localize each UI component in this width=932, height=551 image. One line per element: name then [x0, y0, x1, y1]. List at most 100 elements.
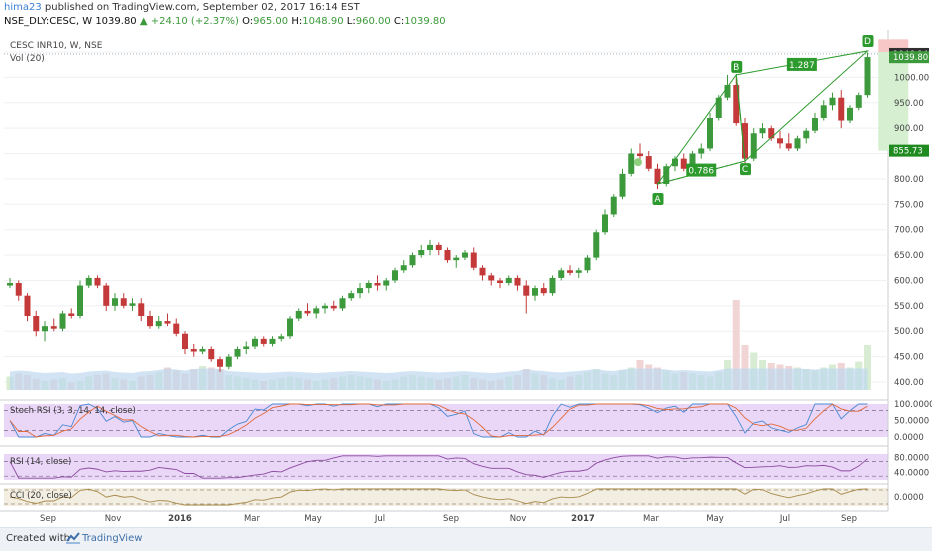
candle-body	[470, 252, 477, 268]
candle-body	[864, 57, 871, 96]
osc-tick-label: 0.0000	[894, 493, 924, 503]
price-tick-label: 750.00	[894, 200, 924, 210]
time-tick-label: Sep	[443, 514, 459, 524]
low-label: L:	[346, 16, 356, 27]
candle-body	[383, 280, 390, 286]
price-badge-label: 1039.80	[893, 53, 928, 63]
price-tick-label: 950.00	[894, 99, 924, 109]
price-tick-label: 550.00	[894, 302, 924, 312]
time-tick-label: Sep	[841, 514, 857, 524]
xabcd-pattern: A B C D 0.786 1.287	[634, 34, 874, 205]
candle-body	[680, 158, 687, 169]
volume-bar	[732, 300, 740, 390]
price-badge-bg	[889, 51, 929, 64]
low-value: 960.00	[355, 16, 391, 27]
candle-body	[497, 280, 503, 283]
target-box-green	[878, 52, 909, 151]
candle-body	[707, 118, 713, 149]
time-tick-label: Nov	[510, 514, 527, 524]
candle-body	[348, 293, 355, 299]
candle-body	[829, 97, 836, 106]
candle-body	[24, 295, 31, 316]
candle-body	[103, 285, 110, 306]
published-text: published on TradingView.com, September …	[41, 2, 360, 13]
rsi-line	[9, 455, 868, 479]
osc-tick-label: 40.0000	[894, 469, 929, 479]
cci-line	[9, 488, 868, 506]
tradingview-link[interactable]: TradingView	[82, 533, 143, 544]
price-badge-label: 855.73	[893, 147, 923, 157]
candle-body	[322, 305, 328, 309]
candle-body	[129, 303, 136, 306]
grid	[0, 30, 909, 512]
pattern-label-bg	[862, 34, 874, 47]
candle-body	[182, 333, 188, 349]
stoch-rsi-label: Stoch RSI (3, 3, 14, 14, close)	[10, 406, 136, 416]
candle-body	[15, 283, 22, 296]
candle-body	[724, 85, 731, 98]
candle-body	[610, 196, 617, 215]
candle-body	[59, 313, 66, 329]
candle-body	[112, 298, 118, 306]
ratio-label: 1.287	[789, 61, 815, 71]
price-tick-label: 500.00	[894, 327, 924, 337]
candle-body	[838, 97, 845, 121]
candle-body	[698, 148, 705, 154]
time-tick-label: May	[706, 514, 724, 524]
candle-body	[427, 244, 433, 250]
stoch-pane-bg	[4, 404, 888, 437]
candle-body	[409, 255, 416, 266]
price-tick-label: 800.00	[894, 175, 924, 185]
user-link[interactable]: hima23	[4, 2, 42, 13]
cci-pane-bg	[4, 488, 888, 506]
open-label: O:	[242, 16, 254, 27]
candle-body	[637, 153, 643, 157]
candle-body	[234, 349, 241, 357]
candle-body	[418, 250, 425, 256]
time-tick-label: Nov	[105, 514, 122, 524]
tradingview-logo-icon	[66, 532, 80, 544]
candle-body	[488, 275, 495, 281]
time-axis[interactable]: Sep Nov 2016 Mar May Jul Sep Nov 2017 Mar May Jul Se…	[40, 514, 857, 524]
candle-body	[173, 323, 180, 334]
price-axis[interactable]: 1050.001000.00950.00900.00850.00800.0075…	[889, 47, 932, 503]
candle-body	[190, 349, 197, 352]
symbol-line: NSE_DLY:CESC, W 1039.80 ▲ +24.10 (+2.37%…	[4, 16, 446, 27]
ratio-bg	[686, 163, 717, 177]
candle-body	[628, 153, 635, 174]
candle-body	[7, 283, 13, 286]
candle-body	[313, 308, 320, 314]
candle-body	[287, 318, 293, 337]
osc-tick-label: 50.0000	[894, 417, 929, 427]
candle-body	[155, 321, 162, 327]
candle-body	[392, 270, 398, 281]
candle-body	[689, 153, 696, 169]
candle-body	[453, 257, 460, 261]
symbol-name: NSE_DLY:CESC, W	[4, 16, 93, 27]
osc-tick-label: 100.0000	[894, 400, 932, 410]
header-bar: hima23 published on TradingView.com, Sep…	[0, 0, 932, 30]
candle-body	[138, 303, 145, 316]
candle-body	[540, 288, 547, 294]
candles	[7, 52, 871, 372]
candle-body	[663, 166, 670, 184]
candle-body	[742, 123, 748, 159]
high-value: 1048.90	[302, 16, 344, 27]
candle-body	[462, 252, 468, 258]
price-tick-label: 600.00	[894, 276, 924, 286]
candle-body	[50, 326, 57, 329]
candle-body	[217, 359, 223, 367]
candle-body	[602, 214, 608, 233]
candle-body	[523, 285, 530, 296]
candle-body	[593, 232, 600, 258]
pattern-label-bg	[652, 193, 664, 205]
candle-body	[252, 338, 258, 347]
candle-body	[260, 338, 267, 344]
candle-body	[672, 158, 678, 167]
time-tick-label: Sep	[40, 514, 56, 524]
candle-body	[855, 95, 862, 108]
candle-body	[820, 105, 827, 118]
time-tick-label: Jul	[779, 514, 790, 524]
ratio-bg	[786, 57, 817, 71]
